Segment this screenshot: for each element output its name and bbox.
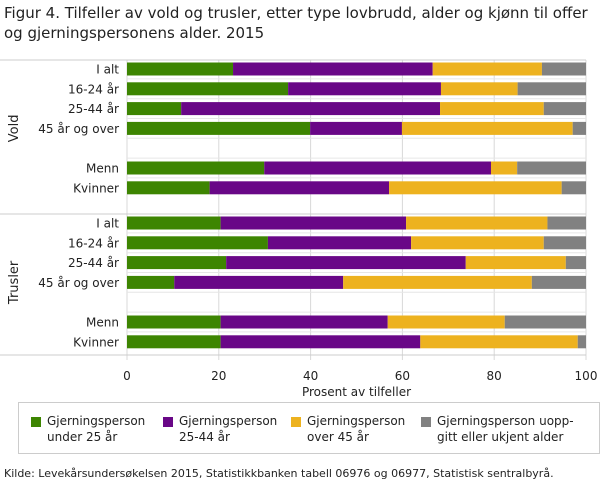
- legend-label: Gjerningsperson: [47, 414, 146, 428]
- bar-segment: [543, 236, 586, 250]
- bar-segment: [547, 216, 586, 230]
- bar-segment: [220, 315, 388, 329]
- bar-segment: [343, 275, 532, 289]
- category-label: 45 år og over: [38, 122, 119, 136]
- bar-segment: [517, 82, 586, 96]
- bar-segment: [127, 236, 268, 250]
- x-tick-label: 40: [303, 369, 318, 383]
- bar-segment: [264, 161, 491, 175]
- bar-segment: [411, 236, 544, 250]
- bar-segment: [127, 275, 175, 289]
- legend-label: Gjerningsperson uopp-: [437, 414, 574, 428]
- legend-label: Gjerningsperson: [307, 414, 406, 428]
- bar-segment: [127, 102, 182, 116]
- category-label: 45 år og over: [38, 276, 119, 290]
- bar-segment: [517, 161, 586, 175]
- bar-segment: [288, 82, 441, 96]
- chart-title: Figur 4. Tilfeller av vold og trusler, e…: [4, 4, 588, 42]
- category-label: Menn: [86, 162, 119, 176]
- category-label: 25-44 år: [68, 256, 119, 270]
- bar-segment: [465, 256, 566, 270]
- x-tick-label: 0: [123, 369, 131, 383]
- bar-segment: [127, 216, 221, 230]
- legend-label: gitt eller ukjent alder: [437, 430, 564, 444]
- bar-segment: [127, 335, 221, 349]
- bar-segment: [310, 121, 402, 135]
- bar-segment: [220, 216, 407, 230]
- bar-segment: [233, 62, 433, 76]
- bar-segment: [127, 161, 265, 175]
- legend-item[interactable]: Gjerningsperson 25-44 år: [163, 413, 278, 445]
- legend-label: Gjerningsperson: [179, 414, 278, 428]
- bar-segment: [181, 102, 441, 116]
- legend-label: over 45 år: [307, 430, 369, 444]
- group-label: Trusler: [7, 260, 22, 305]
- bar-segment: [577, 335, 586, 349]
- bar-segment: [174, 275, 344, 289]
- bar-segment: [543, 102, 586, 116]
- bar-segment: [209, 181, 390, 195]
- category-label: I alt: [96, 63, 119, 77]
- x-tick-label: 20: [211, 369, 226, 383]
- bar-segment: [565, 256, 586, 270]
- bar-segment: [127, 82, 289, 96]
- legend-item[interactable]: Gjerningsperson over 45 år: [291, 413, 406, 445]
- bar-segment: [504, 315, 586, 329]
- legend-item[interactable]: Gjerningsperson uopp-gitt eller ukjent a…: [421, 413, 574, 445]
- x-axis-title: Prosent av tilfeller: [302, 385, 411, 399]
- bar-segment: [561, 181, 586, 195]
- category-label: 25-44 år: [68, 102, 119, 116]
- legend-swatch: [291, 417, 301, 427]
- bar-segment: [226, 256, 466, 270]
- legend-swatch: [163, 417, 173, 427]
- bar-segment: [127, 315, 221, 329]
- bar-chart: 0 20 40 60 80 100 Prosent av tilfeller I alt 16-…: [0, 59, 598, 399]
- legend-label: 25-44 år: [179, 430, 230, 444]
- bar-segment: [127, 256, 227, 270]
- category-label: I alt: [96, 217, 119, 231]
- x-tick-label: 60: [395, 369, 410, 383]
- legend: Gjerningsperson under 25 år Gjerningspers…: [18, 402, 600, 454]
- category-label: Kvinner: [73, 335, 119, 349]
- bar-segment: [531, 275, 586, 289]
- bar-segment: [127, 62, 234, 76]
- source-note: Kilde: Levekårsundersøkelsen 2015, Stati…: [4, 467, 554, 480]
- bar-segment: [127, 121, 311, 135]
- bar-segment: [127, 181, 210, 195]
- bar-segment: [490, 161, 518, 175]
- bar-segment: [440, 82, 518, 96]
- bar-segment: [220, 335, 421, 349]
- x-tick-label: 100: [575, 369, 598, 383]
- bar-segment: [401, 121, 573, 135]
- bar-segment: [440, 102, 544, 116]
- bar-segment: [432, 62, 542, 76]
- x-tick-label: 80: [487, 369, 502, 383]
- legend-item[interactable]: Gjerningsperson under 25 år: [31, 413, 146, 445]
- bar-segment: [572, 121, 586, 135]
- legend-swatch: [421, 417, 431, 427]
- category-label: Menn: [86, 316, 119, 330]
- bar-segment: [420, 335, 578, 349]
- category-label: 16-24 år: [68, 82, 119, 96]
- legend-label: under 25 år: [47, 430, 118, 444]
- bar-segment: [267, 236, 412, 250]
- bar-segment: [387, 315, 505, 329]
- category-label: Kvinner: [73, 181, 119, 195]
- legend-swatch: [31, 417, 41, 427]
- bar-segment: [406, 216, 548, 230]
- bar-segment: [389, 181, 562, 195]
- bar-segment: [541, 62, 586, 76]
- group-label: Vold: [7, 115, 22, 143]
- category-label: 16-24 år: [68, 236, 119, 250]
